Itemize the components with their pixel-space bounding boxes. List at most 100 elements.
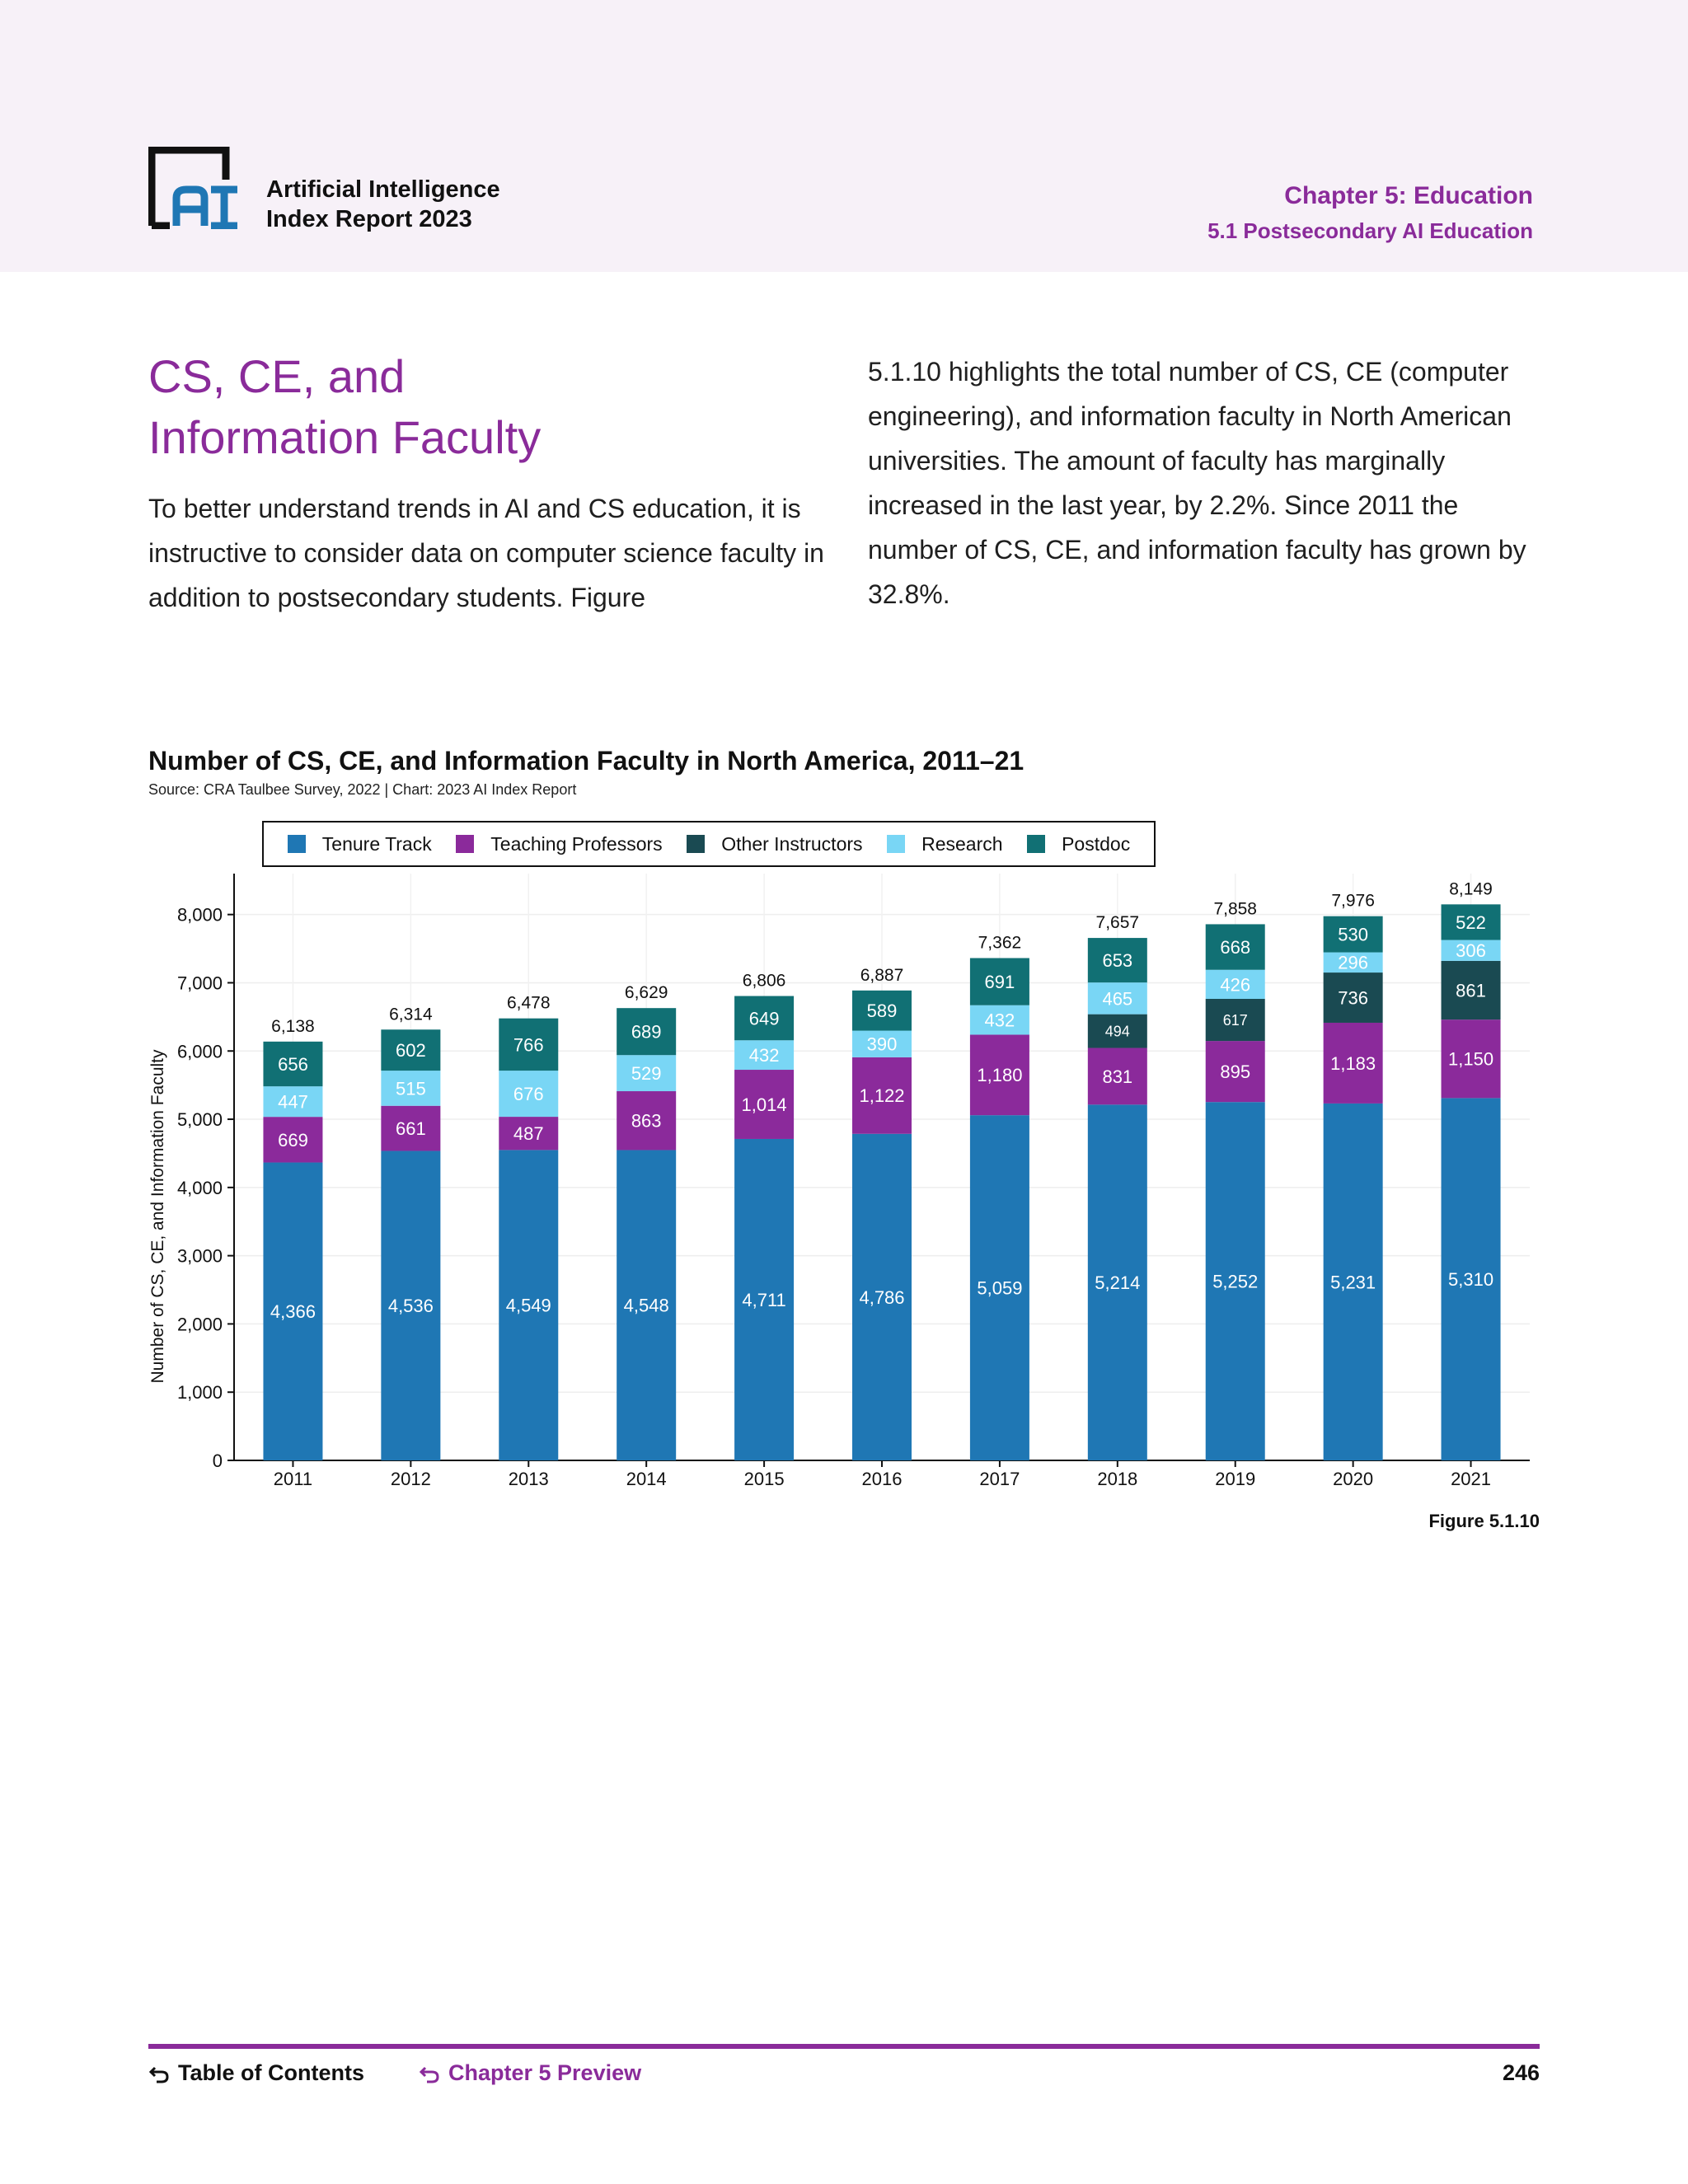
- bar-data-label: 1,180: [977, 1065, 1022, 1085]
- y-tick-label: 6,000: [177, 1041, 223, 1062]
- bar-data-label: 661: [396, 1118, 426, 1139]
- bar-segment: [1205, 999, 1265, 1042]
- x-tick-label: 2014: [626, 1469, 667, 1489]
- chapter-heading: Chapter 5: Education 5.1 Postsecondary A…: [1207, 181, 1533, 246]
- bar-data-label: 766: [513, 1034, 544, 1055]
- return-arrow-icon: [419, 2066, 439, 2083]
- x-tick-label: 2013: [509, 1469, 549, 1489]
- x-tick-label: 2015: [744, 1469, 785, 1489]
- bar-data-label: 5,231: [1330, 1272, 1376, 1292]
- bar-data-label: 1,183: [1330, 1053, 1376, 1074]
- bar-segment: [1087, 938, 1147, 983]
- legend-swatch-research: [887, 835, 906, 853]
- bar-segment: [617, 1091, 677, 1151]
- bar-segment: [381, 1151, 441, 1460]
- y-tick-label: 4,000: [177, 1178, 223, 1198]
- bar-data-label: 4,786: [859, 1287, 904, 1308]
- bar-total-label: 6,138: [271, 1017, 315, 1036]
- chart-source: Source: CRA Taulbee Survey, 2022 | Chart…: [148, 781, 577, 798]
- bar-segment: [852, 990, 912, 1031]
- y-tick-label: 0: [213, 1451, 223, 1471]
- bar-segment: [734, 996, 795, 1041]
- chapter-preview-link[interactable]: Chapter 5 Preview: [419, 2060, 641, 2086]
- bar-data-label: 1,122: [859, 1085, 904, 1106]
- bar-data-label: 447: [278, 1092, 308, 1113]
- bar-segment: [381, 1071, 441, 1106]
- bar-data-label: 296: [1338, 953, 1368, 973]
- legend-swatch-tenure-track: [287, 835, 306, 853]
- bar-total-label: 7,858: [1213, 899, 1257, 918]
- bar-segment: [499, 1117, 559, 1151]
- bar-segment: [263, 1117, 323, 1163]
- bar-segment: [1441, 1098, 1501, 1460]
- bar-total-label: 6,629: [625, 983, 668, 1002]
- title-line-2: Information Faculty: [148, 411, 542, 463]
- bar-data-label: 617: [1223, 1012, 1248, 1029]
- bar-data-label: 691: [985, 972, 1015, 992]
- bar-data-label: 487: [513, 1123, 544, 1144]
- bar-data-label: 390: [867, 1034, 898, 1055]
- bar-data-label: 863: [631, 1111, 662, 1132]
- page-title: CS, CE, and Information Faculty: [148, 346, 808, 468]
- bar-data-label: 4,549: [506, 1296, 551, 1316]
- stacked-bar-chart: 0 1,000 2,000 3,000 4,000 5,000 6,000 7,000 8,00…: [148, 874, 1530, 1489]
- table-of-contents-link[interactable]: Table of Contents: [148, 2060, 364, 2086]
- x-tick-label: 2018: [1097, 1469, 1137, 1489]
- bar-data-label: 426: [1220, 974, 1250, 995]
- x-tick-label: 2011: [274, 1469, 312, 1489]
- bar-data-label: 602: [396, 1040, 426, 1061]
- bar-data-label: 5,310: [1448, 1269, 1493, 1290]
- bar-data-label: 530: [1338, 925, 1368, 945]
- figure-label: Figure 5.1.10: [1428, 1511, 1540, 1531]
- bar-data-label: 676: [513, 1084, 544, 1104]
- bar-data-label: 689: [631, 1022, 662, 1043]
- bar-data-label: 589: [867, 1001, 898, 1021]
- bar-data-label: 736: [1338, 987, 1368, 1008]
- bar-total-label: 7,362: [978, 933, 1022, 952]
- toc-label: Table of Contents: [178, 2060, 364, 2085]
- bar-segment: [381, 1029, 441, 1071]
- bar-segment: [499, 1071, 559, 1118]
- section-title: 5.1 Postsecondary AI Education: [1207, 218, 1533, 243]
- legend-label-teaching-professors: Teaching Professors: [490, 832, 663, 855]
- bar-total-label: 7,657: [1096, 913, 1140, 932]
- bar-data-label: 669: [278, 1130, 308, 1151]
- bar-segment: [1323, 1022, 1383, 1104]
- report-brand: Artificial Intelligence Index Report 202…: [266, 175, 500, 234]
- bar-segment: [969, 1005, 1029, 1035]
- bar-data-label: 649: [749, 1008, 780, 1029]
- bar-segment: [1323, 952, 1383, 973]
- bar-data-label: 4,711: [742, 1290, 785, 1310]
- bar-segment: [969, 958, 1029, 1005]
- bar-data-label: 895: [1220, 1062, 1250, 1082]
- chart-title: Number of CS, CE, and Information Facult…: [148, 746, 1025, 776]
- legend-swatch-teaching-professors: [456, 835, 475, 853]
- bar-data-label: 653: [1102, 950, 1132, 971]
- chart-legend: Tenure Track Teaching Professors Other I…: [262, 821, 1156, 867]
- legend-item-postdoc: Postdoc: [1027, 833, 1130, 855]
- bar-segment: [734, 1040, 795, 1071]
- bar-data-label: 522: [1456, 912, 1486, 933]
- bar-segment: [852, 1133, 912, 1460]
- brand-line-2: Index Report 2023: [266, 206, 472, 232]
- bar-data-label: 4,536: [388, 1296, 434, 1316]
- bar-segment: [1087, 1047, 1147, 1105]
- bar-segment: [1441, 940, 1501, 961]
- title-line-1: CS, CE, and: [148, 350, 406, 402]
- lead-paragraph-left: To better understand trends in AI and CS…: [148, 494, 824, 612]
- bar-data-label: 432: [749, 1045, 780, 1066]
- bar-data-label: 4,548: [624, 1296, 669, 1316]
- bar-segment: [617, 1008, 677, 1056]
- bar-segment: [1323, 972, 1383, 1023]
- bar-segment: [1323, 916, 1383, 953]
- legend-label-research: Research: [921, 832, 1003, 855]
- legend-item-other-instructors: Other Instructors: [687, 833, 863, 855]
- chapter-preview-label: Chapter 5 Preview: [448, 2060, 642, 2085]
- bar-segment: [969, 1115, 1029, 1460]
- bar-segment: [1205, 924, 1265, 970]
- x-tick-label: 2019: [1215, 1469, 1255, 1489]
- bar-segment: [499, 1150, 559, 1460]
- y-tick-label: 7,000: [177, 972, 223, 993]
- bar-data-label: 306: [1456, 940, 1486, 961]
- bar-segment: [1205, 1102, 1265, 1460]
